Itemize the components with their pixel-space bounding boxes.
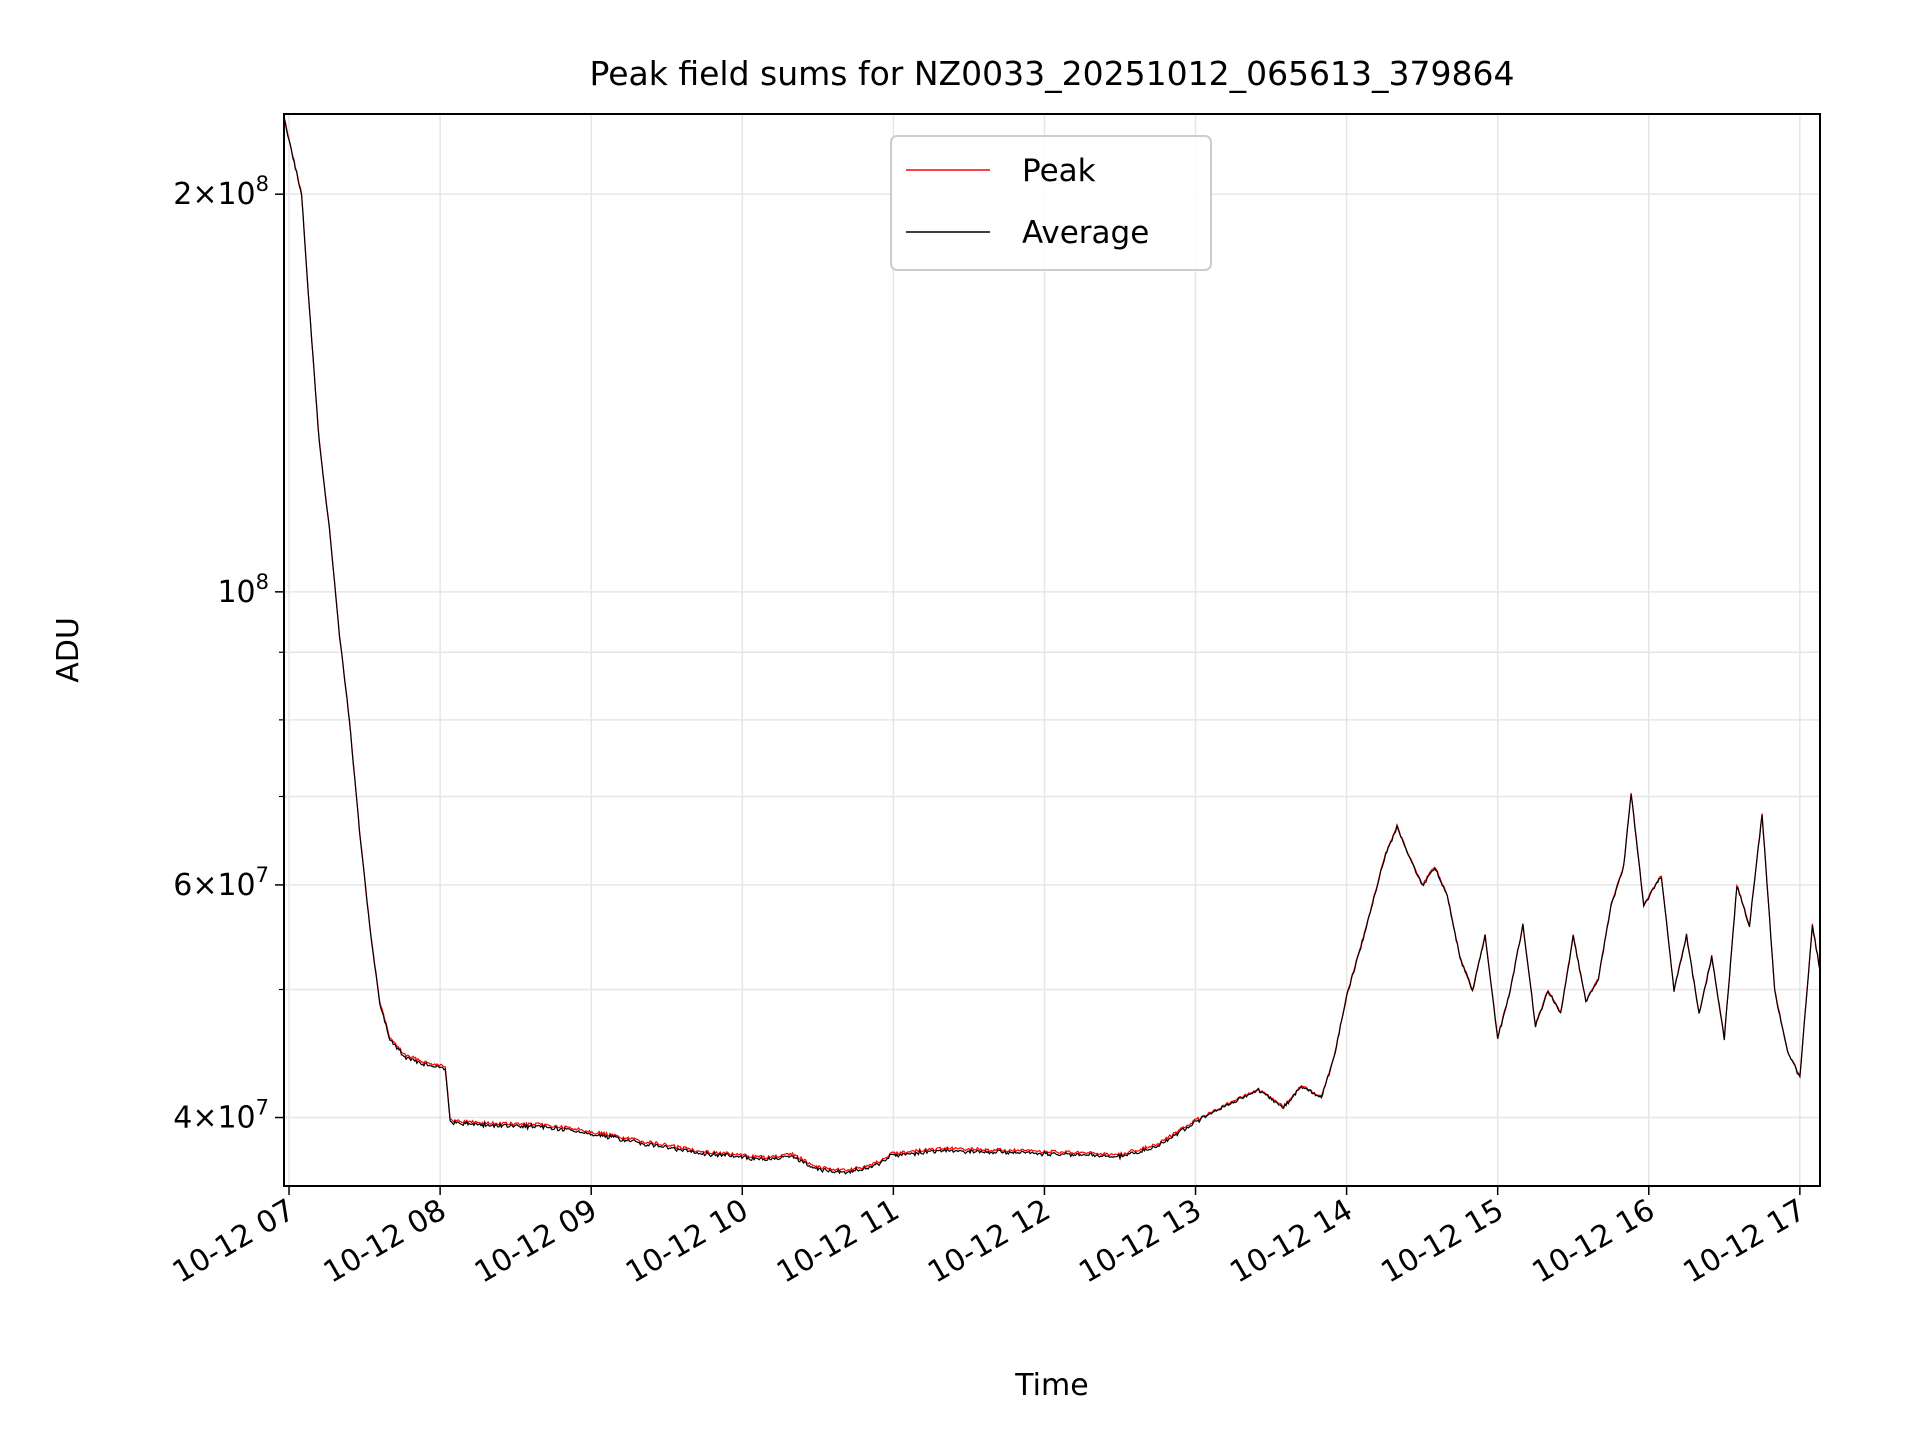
- legend-label-peak: Peak: [1022, 153, 1096, 189]
- grid: [284, 114, 1820, 1186]
- plot-frame: [283, 113, 1821, 1187]
- y-tick-exponent: 8: [256, 570, 269, 594]
- chart-title: Peak field sums for NZ0033_20251012_0656…: [589, 54, 1514, 93]
- y-tick-label: 4×107: [173, 1096, 269, 1136]
- legend: Peak Average: [890, 135, 1212, 271]
- y-tick-label: 108: [217, 570, 269, 610]
- y-tick-times: ×10: [192, 868, 255, 903]
- y-tick-base: 10: [217, 575, 255, 610]
- y-tick-mantissa: 4: [173, 1101, 192, 1136]
- y-tick-exponent: 7: [256, 1096, 269, 1120]
- y-tick-mantissa: 6: [173, 868, 192, 903]
- y-tick-times: ×10: [192, 177, 255, 212]
- series-layer: [283, 116, 1821, 1175]
- legend-label-average: Average: [1022, 215, 1149, 251]
- y-tick-exponent: 8: [256, 172, 269, 196]
- y-tick-exponent: 7: [256, 863, 269, 887]
- series-average-line: [283, 117, 1821, 1175]
- y-tick-times: ×10: [192, 1101, 255, 1136]
- y-tick-mantissa: 2: [173, 177, 192, 212]
- x-axis-label: Time: [1014, 1368, 1088, 1403]
- y-tick-label: 2×108: [173, 172, 269, 212]
- y-tick-label: 6×107: [173, 863, 269, 903]
- y-axis-label: ADU: [51, 617, 86, 683]
